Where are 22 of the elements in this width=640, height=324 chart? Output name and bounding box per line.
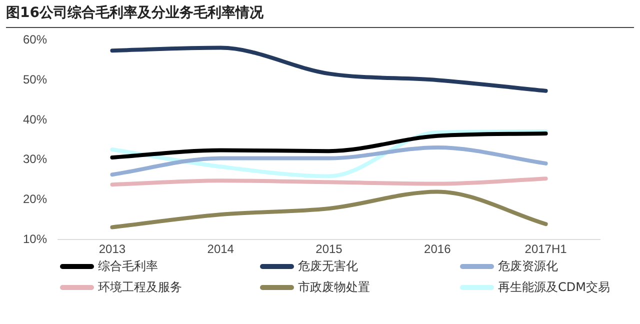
legend-label: 危废无害化	[298, 258, 358, 275]
line-series	[110, 190, 548, 230]
x-tick-label: 2013	[98, 242, 126, 256]
x-tick-label: 2015	[316, 242, 343, 256]
x-tick-label: 2014	[207, 242, 234, 256]
legend-label: 再生能源及CDM交易	[498, 279, 610, 296]
x-tick-label: 2017H1	[524, 242, 568, 256]
y-tick-label: 60%	[22, 32, 48, 47]
legend-label: 危废资源化	[498, 258, 558, 275]
line-series	[110, 132, 548, 160]
x-tick-label: 2016	[424, 242, 452, 256]
line-series	[110, 46, 548, 93]
line-series	[110, 145, 548, 177]
legend-label: 市政废物处置	[298, 279, 370, 296]
legend-label: 综合毛利率	[98, 258, 158, 275]
y-tick-label: 30%	[22, 152, 48, 166]
y-tick-label: 10%	[22, 232, 48, 246]
chart-title: 图16公司综合毛利率及分业务毛利率情况	[6, 4, 634, 28]
y-tick-label: 50%	[22, 72, 48, 86]
legend-label: 环境工程及服务	[98, 279, 182, 296]
y-tick-label: 40%	[22, 112, 48, 126]
y-tick-label: 20%	[22, 192, 48, 206]
